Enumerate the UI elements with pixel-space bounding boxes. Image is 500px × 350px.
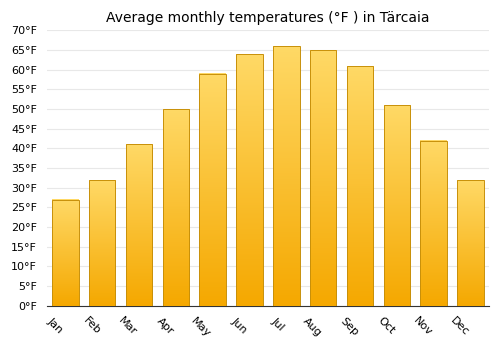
- Bar: [384, 105, 410, 306]
- Bar: [273, 46, 299, 306]
- Bar: [310, 50, 336, 306]
- Bar: [457, 180, 483, 306]
- Bar: [162, 109, 189, 306]
- Bar: [346, 66, 373, 306]
- Bar: [236, 54, 262, 306]
- Title: Average monthly temperatures (°F ) in Tärcaia: Average monthly temperatures (°F ) in Tä…: [106, 11, 430, 25]
- Bar: [200, 74, 226, 306]
- Bar: [420, 141, 447, 306]
- Bar: [52, 199, 78, 306]
- Bar: [89, 180, 116, 306]
- Bar: [126, 145, 152, 306]
